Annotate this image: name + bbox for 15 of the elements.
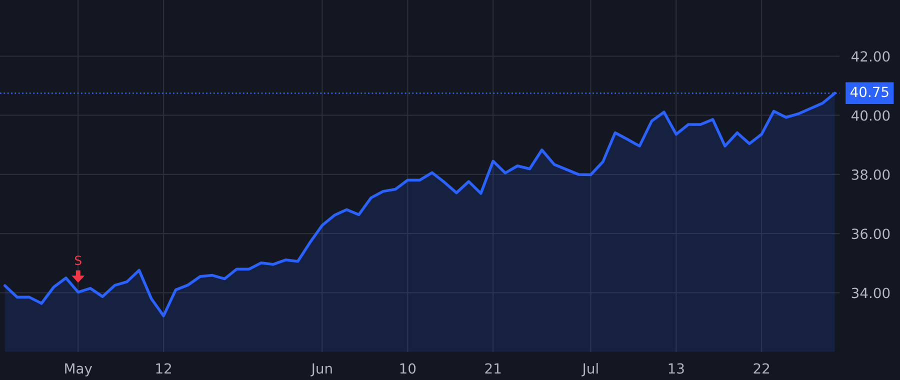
y-tick-label: 42.00 — [851, 51, 890, 62]
x-tick-label: Jul — [582, 362, 598, 376]
x-tick-label: 21 — [485, 363, 501, 374]
ref-line-label: 40.75 — [850, 86, 888, 98]
x-tick-label: 22 — [754, 363, 770, 374]
x-tick-label: Jun — [310, 363, 332, 376]
annotation: S — [74, 256, 82, 266]
y-tick-label: 40.00 — [851, 110, 890, 121]
x-tick-label: 10 — [400, 363, 416, 374]
y-tick-label: 34.00 — [852, 288, 890, 298]
y-tick-label: 38.00 — [852, 169, 890, 180]
y-tick-label: 36.00 — [852, 228, 890, 240]
x-tick-label: 13 — [668, 363, 684, 374]
x-tick-label: May — [65, 363, 92, 376]
x-tick-label: 12 — [156, 363, 171, 374]
